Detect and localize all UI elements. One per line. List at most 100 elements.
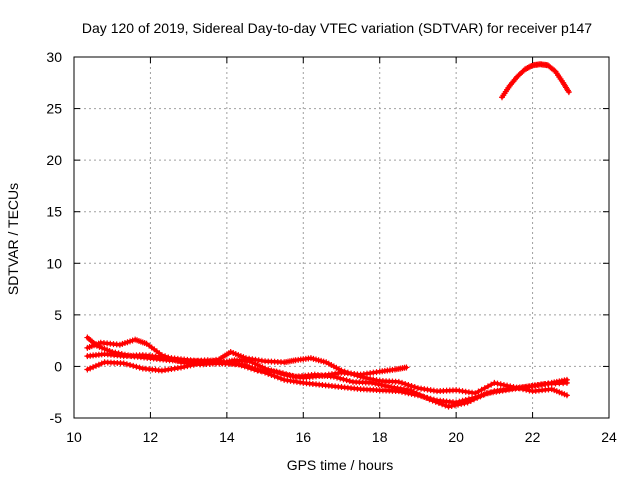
data-point [178,364,184,371]
data-point [416,391,423,398]
data-point [354,372,361,379]
x-tick-label: 12 [143,429,159,445]
data-point [504,382,511,389]
data-point [372,380,379,387]
data-point [348,370,355,377]
data-point [420,393,427,400]
data-point [403,364,410,371]
y-tick-label: 25 [46,101,62,117]
y-axis-label: SDTVAR / TECUs [5,183,21,295]
data-point [84,366,91,373]
data-point [484,383,491,390]
data-point [334,374,341,381]
data-point [283,371,290,378]
data-point [286,372,293,379]
data-point [369,379,376,386]
data-point [451,402,458,409]
data-point [563,392,570,399]
data-point [461,400,468,407]
data-point [477,393,484,400]
data-point [426,396,433,403]
data-point [235,361,242,368]
data-point [432,398,439,405]
grid-layer [74,57,609,418]
y-tick-label: 30 [46,49,62,65]
data-point [90,364,97,371]
data-point [338,367,345,374]
data-point [341,368,348,375]
data-point [399,379,406,386]
data-point [279,370,286,377]
data-point [346,378,353,385]
data-point [181,363,188,370]
x-tick-label: 24 [601,429,617,445]
data-point [251,366,258,373]
data-point [402,380,409,387]
x-tick-label: 14 [219,429,235,445]
data-point [429,397,436,404]
data-point [472,390,479,397]
data-point [470,396,477,403]
x-axis-label: GPS time / hours [287,457,394,473]
data-point [405,381,412,388]
data-point [410,388,417,395]
data-point [98,360,105,367]
data-point [478,386,485,393]
data-point [464,399,471,406]
data-point [448,402,455,409]
data-point [378,381,385,388]
data-point [187,362,194,369]
data-point [289,372,296,379]
data-point [408,383,415,390]
y-tick-label: 5 [54,307,62,323]
data-point [95,361,102,368]
data-point [133,363,140,370]
data-point [337,375,344,382]
plot-frame [73,56,610,419]
data-point [494,380,501,387]
data-point [442,402,449,409]
data-point [120,360,127,367]
data-point [411,384,418,391]
data-point [423,394,430,401]
data-point [238,362,245,369]
data-point [273,368,280,375]
chart-title: Day 120 of 2019, Sidereal Day-to-day VTE… [82,20,592,36]
data-point [276,369,283,376]
data-point [475,388,482,395]
data-point [435,400,442,407]
data-point [458,400,465,407]
data-point [474,394,481,401]
data-point [92,362,99,369]
data-point [241,363,248,370]
data-point [384,383,391,390]
y-tick-label: 0 [54,358,62,374]
y-tick-label: 20 [46,152,62,168]
data-point [123,361,130,368]
data-point [488,381,495,388]
data-point [381,382,388,389]
data-point [136,364,143,371]
data-point [500,381,507,388]
data-point [563,379,570,386]
data-point [244,364,251,371]
x-tick-label: 10 [66,429,82,445]
series-track-d [84,351,570,410]
x-tick-label: 22 [525,429,541,445]
data-point [87,365,94,372]
data-layer [84,61,572,410]
data-point [497,381,504,388]
data-point [407,387,414,394]
data-point [481,385,488,392]
data-point [565,89,572,96]
data-point [343,377,350,384]
x-tick-label: 20 [448,429,464,445]
data-point [248,365,255,372]
data-point [455,401,462,408]
data-point [491,379,498,386]
data-point [445,403,452,410]
data-point [184,363,191,370]
data-point [340,376,347,383]
data-point [467,397,474,404]
